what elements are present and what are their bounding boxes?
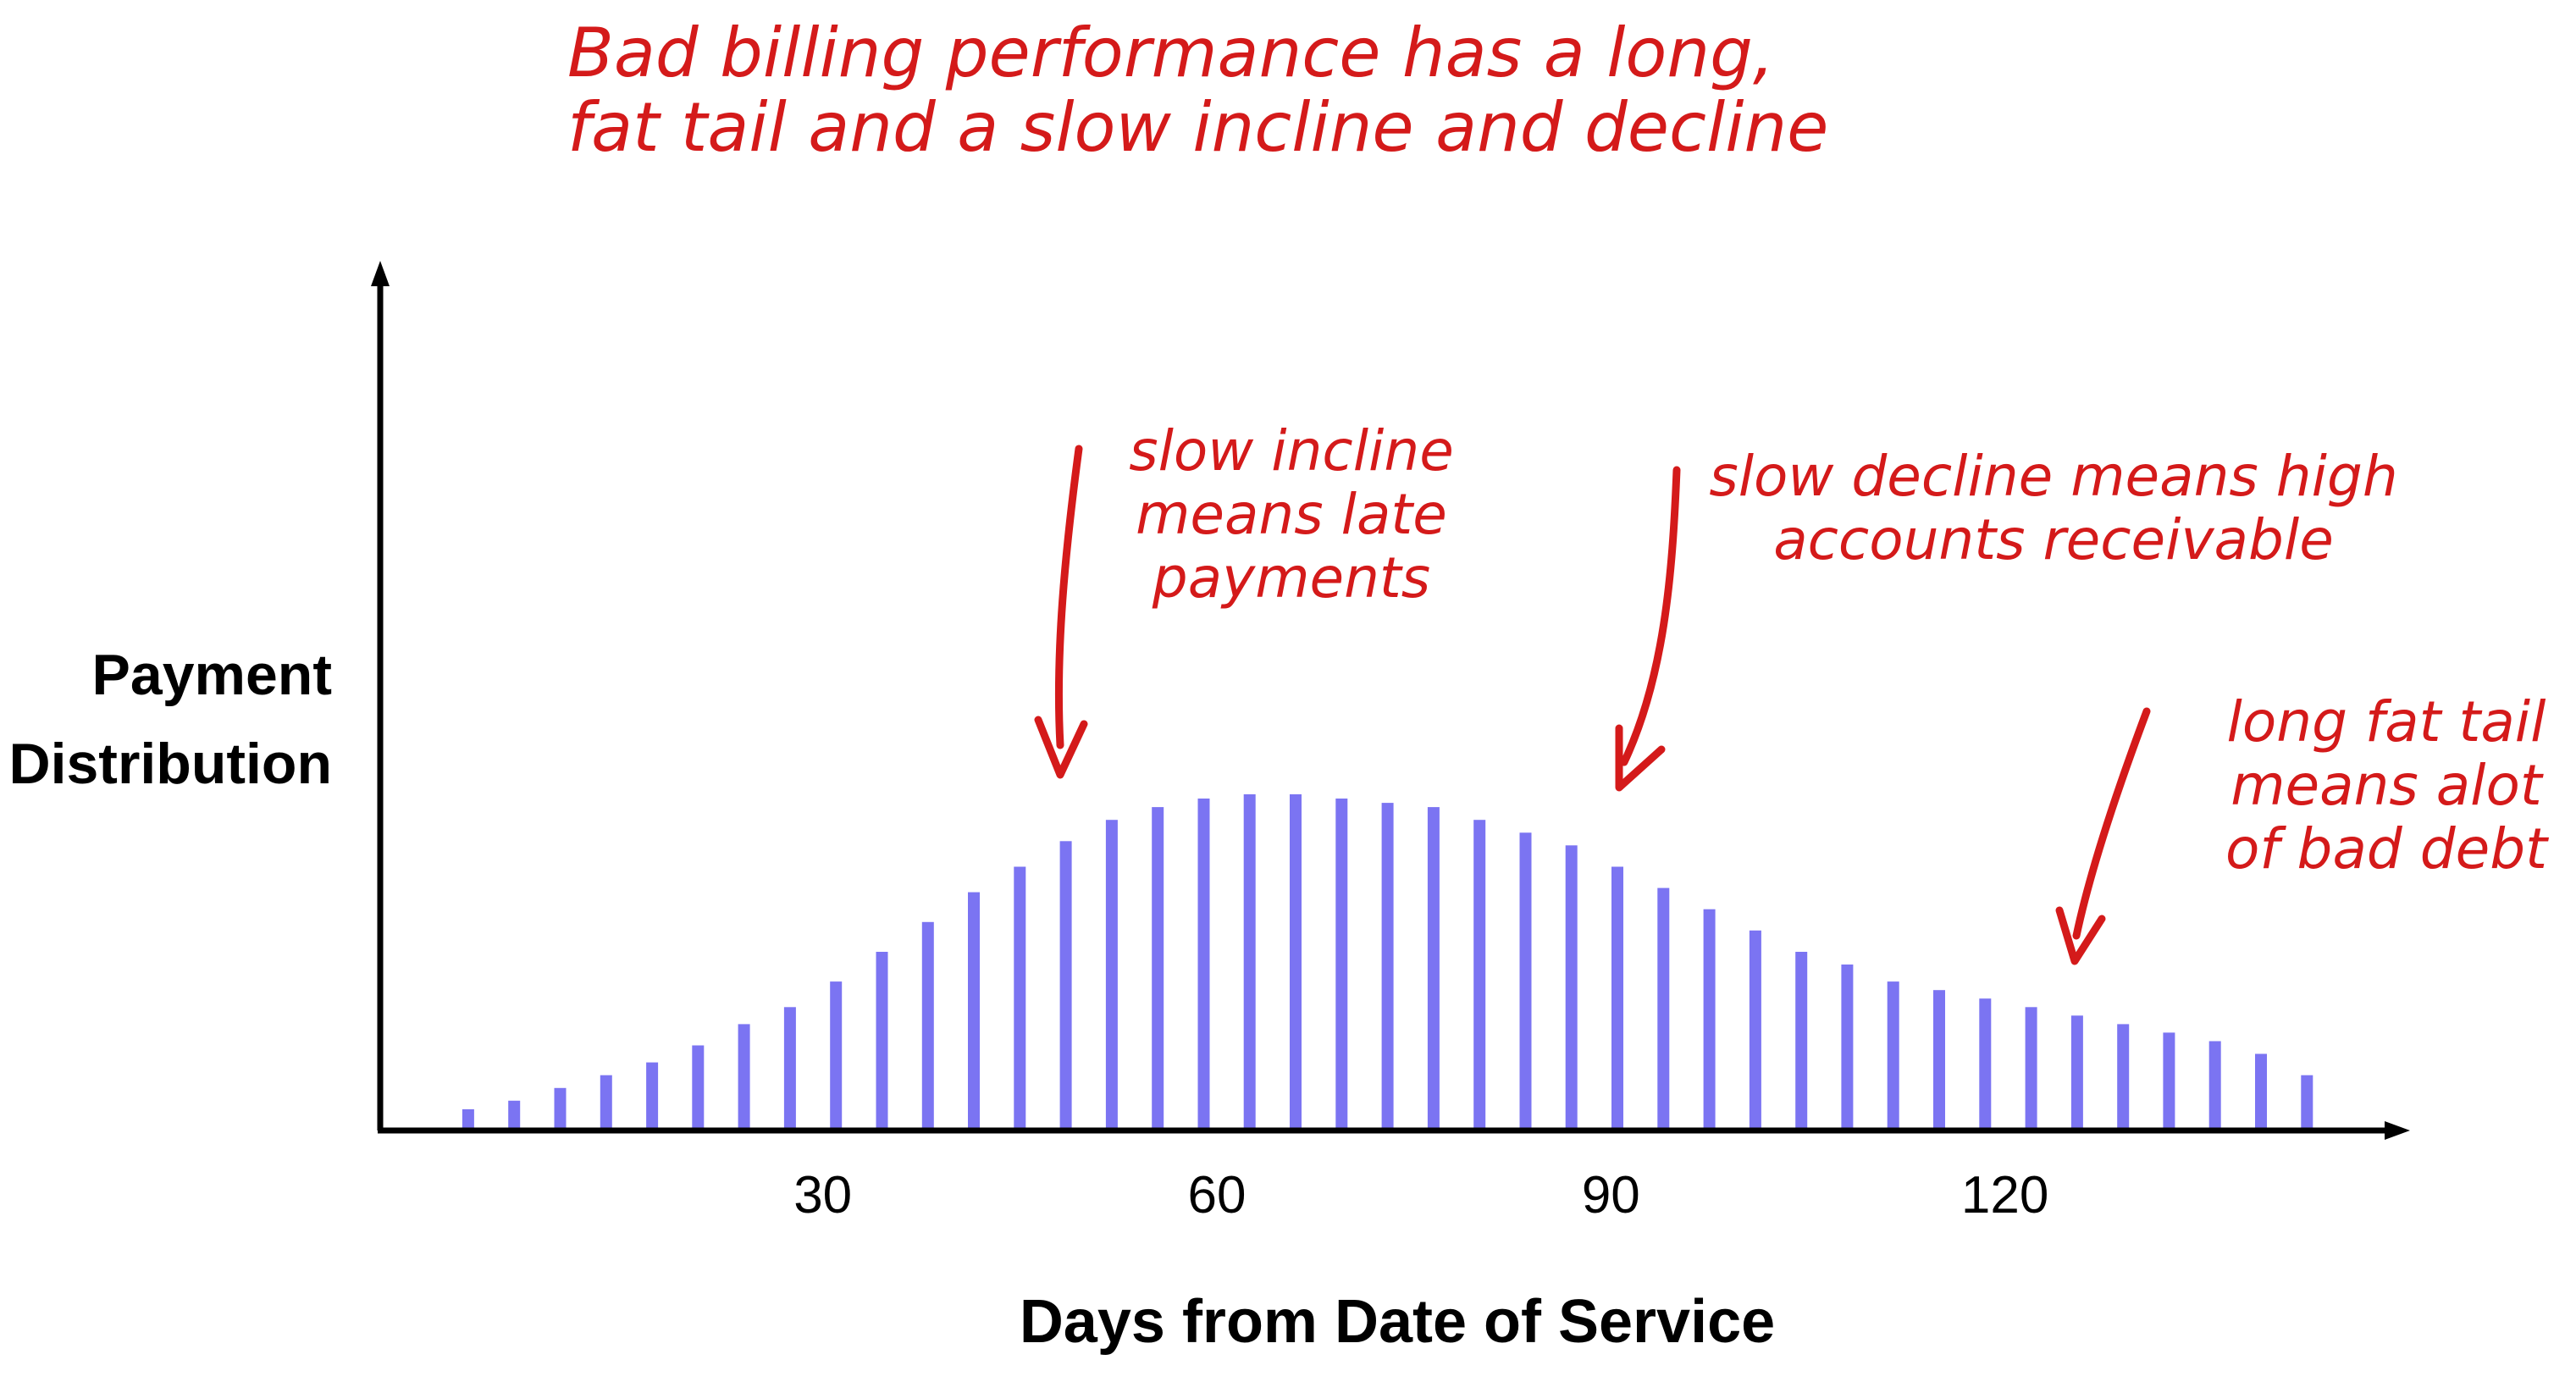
bar-day-111.5 (1887, 981, 1899, 1128)
bar-day-27.5 (783, 1007, 796, 1128)
bar-day-24 (738, 1024, 750, 1128)
annotation-long-fat-tail-arrowhead (2055, 906, 2106, 965)
bar-day-139.5 (2255, 1053, 2267, 1128)
annotation-slow-decline: slow decline means high accounts receiva… (1615, 444, 2398, 792)
bar-day-73 (1381, 803, 1394, 1128)
x-tick-label-90: 90 (1582, 1166, 1640, 1224)
bar-day-62.5 (1243, 794, 1256, 1128)
bar-day-52 (1105, 820, 1118, 1128)
bar-day-87 (1565, 845, 1578, 1128)
x-axis-arrowhead (2385, 1121, 2410, 1140)
annotation-long-fat-tail: long fat tail means alot of bad debt (2055, 689, 2549, 965)
y-axis-label-line-1: Payment (92, 643, 332, 707)
bar-day-132.5 (2163, 1032, 2175, 1128)
annotation-slow-incline-arrowhead (1034, 716, 1088, 779)
chart-title-line-1: Bad billing performance has a long, (567, 14, 1774, 92)
bar-day-76.5 (1427, 807, 1440, 1128)
annotation-slow-decline-arrowhead (1615, 724, 1666, 792)
annotation-slow-decline-line-1: slow decline means high (1709, 444, 2397, 509)
bar-day-17 (646, 1062, 659, 1128)
annotation-slow-incline-line-2: means late (1136, 482, 1447, 547)
bar-day-115 (1933, 990, 1945, 1128)
bar-day-3 (462, 1108, 474, 1128)
x-axis-label: Days from Date of Service (1020, 1288, 1775, 1356)
bar-day-83.5 (1519, 832, 1532, 1129)
bar-day-31 (830, 981, 843, 1128)
bar-day-129 (2117, 1024, 2130, 1128)
bar-day-6.5 (508, 1100, 521, 1128)
bar-day-108 (1841, 965, 1854, 1128)
bar-day-136 (2208, 1041, 2221, 1128)
annotation-long-fat-tail-arrow (2072, 707, 2151, 940)
bar-day-125.5 (2070, 1015, 2083, 1128)
annotation-long-fat-tail-line-3: of bad debt (2225, 816, 2549, 882)
bar-day-101 (1749, 930, 1761, 1128)
x-tick-labels: 30 60 90 120 (793, 1166, 2048, 1224)
y-axis-arrowhead (371, 261, 390, 286)
annotation-long-fat-tail-line-1: long fat tail (2227, 689, 2547, 755)
annotation-slow-incline-line-1: slow incline (1129, 418, 1454, 484)
bar-day-55.5 (1152, 807, 1164, 1128)
bar-day-34.5 (876, 952, 888, 1128)
annotation-long-fat-tail-line-2: means alot (2231, 753, 2544, 818)
bar-day-59 (1197, 799, 1210, 1128)
bar-day-94 (1657, 887, 1670, 1128)
annotation-slow-decline-line-2: accounts receivable (1773, 507, 2334, 572)
bar-day-143 (2301, 1075, 2313, 1128)
bar-day-122 (2025, 1007, 2037, 1128)
bar-day-69.5 (1335, 799, 1348, 1128)
bar-day-13.5 (600, 1075, 612, 1128)
bar-day-104.5 (1795, 952, 1808, 1128)
x-tick-label-60: 60 (1188, 1166, 1247, 1224)
y-axis-label: Payment Distribution (8, 643, 332, 796)
x-tick-label-30: 30 (793, 1166, 852, 1224)
annotation-slow-incline-line-3: payments (1152, 545, 1430, 611)
annotation-slow-decline-arrow (1620, 466, 1681, 766)
bar-day-38 (921, 921, 934, 1128)
bar-day-97.5 (1703, 909, 1716, 1128)
bar-day-10 (554, 1087, 567, 1129)
bar-day-80 (1473, 820, 1486, 1128)
bar-series (462, 794, 2313, 1129)
bar-day-66 (1290, 794, 1302, 1128)
bar-day-90.5 (1611, 866, 1623, 1128)
annotation-slow-incline-arrow (1054, 445, 1083, 749)
chart-title-line-2: fat tail and a slow incline and decline (567, 88, 1828, 167)
bar-day-20.5 (692, 1045, 705, 1128)
chart-title: Bad billing performance has a long, fat … (567, 14, 1828, 167)
y-axis-label-line-2: Distribution (8, 732, 332, 796)
x-tick-label-120: 120 (1961, 1166, 2048, 1224)
bar-day-48.5 (1059, 841, 1072, 1128)
axes (371, 261, 2410, 1140)
annotation-slow-incline: slow incline means late payments (1034, 418, 1454, 779)
bar-day-45 (1014, 866, 1026, 1128)
bar-day-118.5 (1979, 998, 1992, 1128)
bar-day-41.5 (968, 892, 980, 1128)
